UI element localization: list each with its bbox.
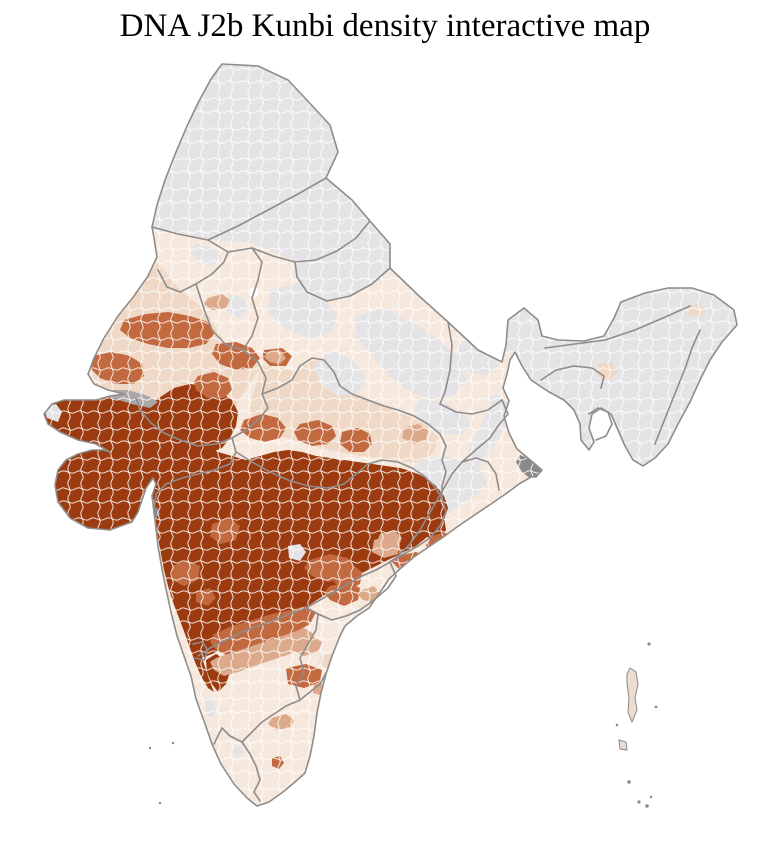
border-karnataka-tamilnadu [241, 699, 301, 743]
border-odisha-west [389, 461, 463, 563]
border-bihar-jharkhand [439, 399, 503, 415]
island-dot-lakshadweep-1[interactable] [148, 746, 152, 750]
islands [148, 642, 658, 808]
border-assam-valley [544, 305, 691, 349]
border-maharashtra-karnataka [197, 607, 307, 657]
region-assam-peach-1[interactable] [560, 326, 584, 340]
border-mp-maharashtra [235, 451, 443, 499]
island-little-andaman[interactable] [618, 739, 628, 751]
island-dot-east[interactable] [654, 705, 658, 709]
island-andaman-main[interactable] [626, 667, 639, 724]
border-tripura [588, 407, 613, 441]
border-nagaland-manipur-mizoram [654, 329, 701, 445]
border-maharashtra-chhattisgarh [389, 497, 447, 563]
border-telangana-andhra [305, 561, 397, 621]
border-meghalaya [540, 365, 605, 389]
border-karnataka-kerala [213, 727, 243, 745]
india-outline [43, 63, 738, 807]
border-jk-hp [151, 177, 327, 241]
border-odisha-north [461, 457, 500, 491]
border-maharashtra-telangana [305, 561, 391, 609]
border-haryana-east [195, 247, 263, 351]
island-dot-west[interactable] [615, 723, 619, 727]
border-uk-south [294, 261, 391, 302]
border-jharkhand-bengal [461, 399, 509, 463]
border-karnataka-andhra [295, 613, 319, 701]
page-title: DNA J2b Kunbi density interactive map [119, 8, 651, 44]
island-dot-nicobar-1[interactable] [637, 800, 641, 804]
border-mp-up [261, 357, 441, 435]
border-bihar-up [439, 321, 453, 405]
border-chhattisgarh-up [439, 433, 447, 499]
island-dot-lakshadweep-3[interactable] [158, 801, 162, 805]
state-borders [135, 177, 701, 802]
island-dot-lakshadweep-2[interactable] [171, 741, 175, 745]
island-dot-car-nicobar[interactable] [627, 780, 631, 784]
border-tamilnadu-andhra [299, 672, 327, 701]
island-dot-north[interactable] [647, 642, 651, 646]
border-kerala-tamilnadu [241, 741, 261, 802]
island-dot-nicobar-3[interactable] [649, 795, 653, 799]
border-gujarat-maharashtra [153, 437, 237, 511]
island-dot-nicobar-2[interactable] [645, 804, 649, 808]
border-goa [192, 641, 209, 661]
